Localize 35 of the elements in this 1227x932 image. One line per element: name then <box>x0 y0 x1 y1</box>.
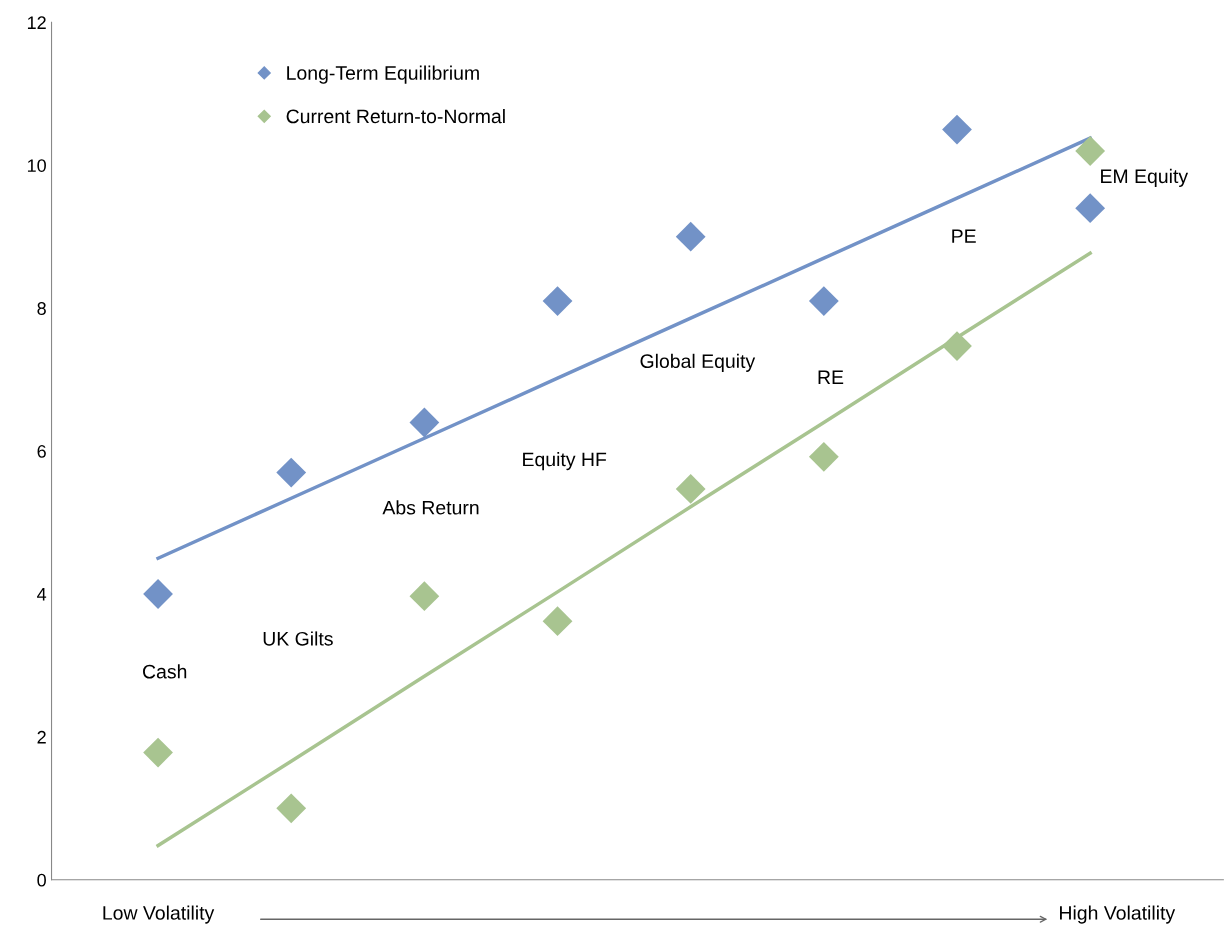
annotation: Global Equity <box>640 353 756 372</box>
text: Low Volatility <box>103 905 215 924</box>
point <box>675 221 706 252</box>
point <box>276 457 307 488</box>
point <box>1075 193 1106 224</box>
point <box>542 286 573 316</box>
annotation: Abs Return <box>382 500 479 515</box>
point <box>409 581 440 612</box>
text: High Volatility <box>1060 905 1176 924</box>
annotation: PE <box>952 229 976 243</box>
point <box>143 737 173 768</box>
annotation: Cash <box>143 664 187 679</box>
point <box>675 474 706 504</box>
point <box>1075 136 1106 166</box>
point <box>808 286 839 316</box>
annotation: Equity HF <box>523 452 607 471</box>
point <box>942 331 972 361</box>
y-tick-label: 10 <box>27 159 46 172</box>
legend-label: Current Return-to-Normal <box>286 108 505 124</box>
point <box>808 441 839 472</box>
point <box>276 793 307 824</box>
point <box>143 579 173 609</box>
point <box>542 606 573 637</box>
y-tick-label: 6 <box>37 445 46 458</box>
y-tick-label: 12 <box>27 16 46 29</box>
y-tick-label: 4 <box>37 588 47 601</box>
y-tick-label: 0 <box>37 873 46 887</box>
y-tick-label: 2 <box>37 730 46 744</box>
legend-label: Long-Term Equilibrium <box>287 65 479 84</box>
point <box>942 114 972 145</box>
annotation: EM Equity <box>1101 168 1189 187</box>
annotation: RE <box>818 370 844 384</box>
point <box>409 407 440 438</box>
y-tick-label: 8 <box>37 302 46 315</box>
annotation: UK Gilts <box>263 631 333 646</box>
